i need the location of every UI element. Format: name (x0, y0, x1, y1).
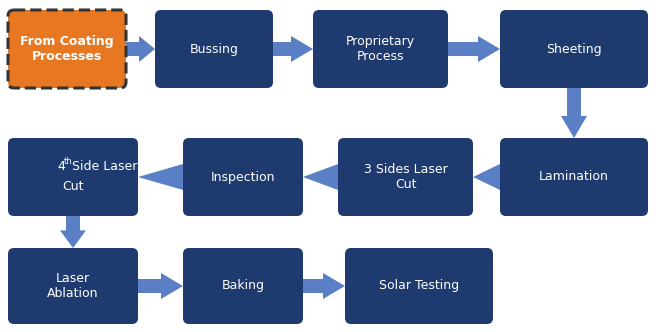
Text: 3 Sides Laser
Cut: 3 Sides Laser Cut (364, 163, 447, 191)
Text: 4: 4 (57, 160, 65, 174)
Text: From Coating
Processes: From Coating Processes (20, 35, 114, 63)
Polygon shape (60, 216, 86, 248)
Polygon shape (303, 273, 345, 299)
Polygon shape (273, 36, 313, 62)
FancyBboxPatch shape (500, 138, 648, 216)
Text: Sheeting: Sheeting (546, 42, 602, 55)
FancyBboxPatch shape (8, 10, 126, 88)
FancyBboxPatch shape (500, 10, 648, 88)
FancyBboxPatch shape (183, 138, 303, 216)
Polygon shape (303, 164, 338, 190)
FancyBboxPatch shape (345, 248, 493, 324)
FancyBboxPatch shape (8, 138, 138, 216)
FancyBboxPatch shape (8, 248, 138, 324)
Polygon shape (138, 273, 183, 299)
Text: Lamination: Lamination (539, 171, 609, 184)
Text: Bussing: Bussing (189, 42, 238, 55)
Text: th: th (64, 156, 73, 165)
FancyBboxPatch shape (155, 10, 273, 88)
Text: Cut: Cut (62, 180, 84, 193)
FancyBboxPatch shape (338, 138, 473, 216)
Polygon shape (126, 36, 155, 62)
Polygon shape (138, 164, 183, 190)
FancyBboxPatch shape (313, 10, 448, 88)
Text: Solar Testing: Solar Testing (379, 280, 459, 292)
Polygon shape (561, 88, 587, 138)
Text: Side Laser: Side Laser (68, 160, 137, 174)
Polygon shape (448, 36, 500, 62)
Text: Proprietary
Process: Proprietary Process (346, 35, 415, 63)
Polygon shape (473, 164, 500, 190)
Text: Inspection: Inspection (211, 171, 275, 184)
Text: Laser
Ablation: Laser Ablation (48, 272, 99, 300)
FancyBboxPatch shape (183, 248, 303, 324)
Text: Baking: Baking (222, 280, 265, 292)
